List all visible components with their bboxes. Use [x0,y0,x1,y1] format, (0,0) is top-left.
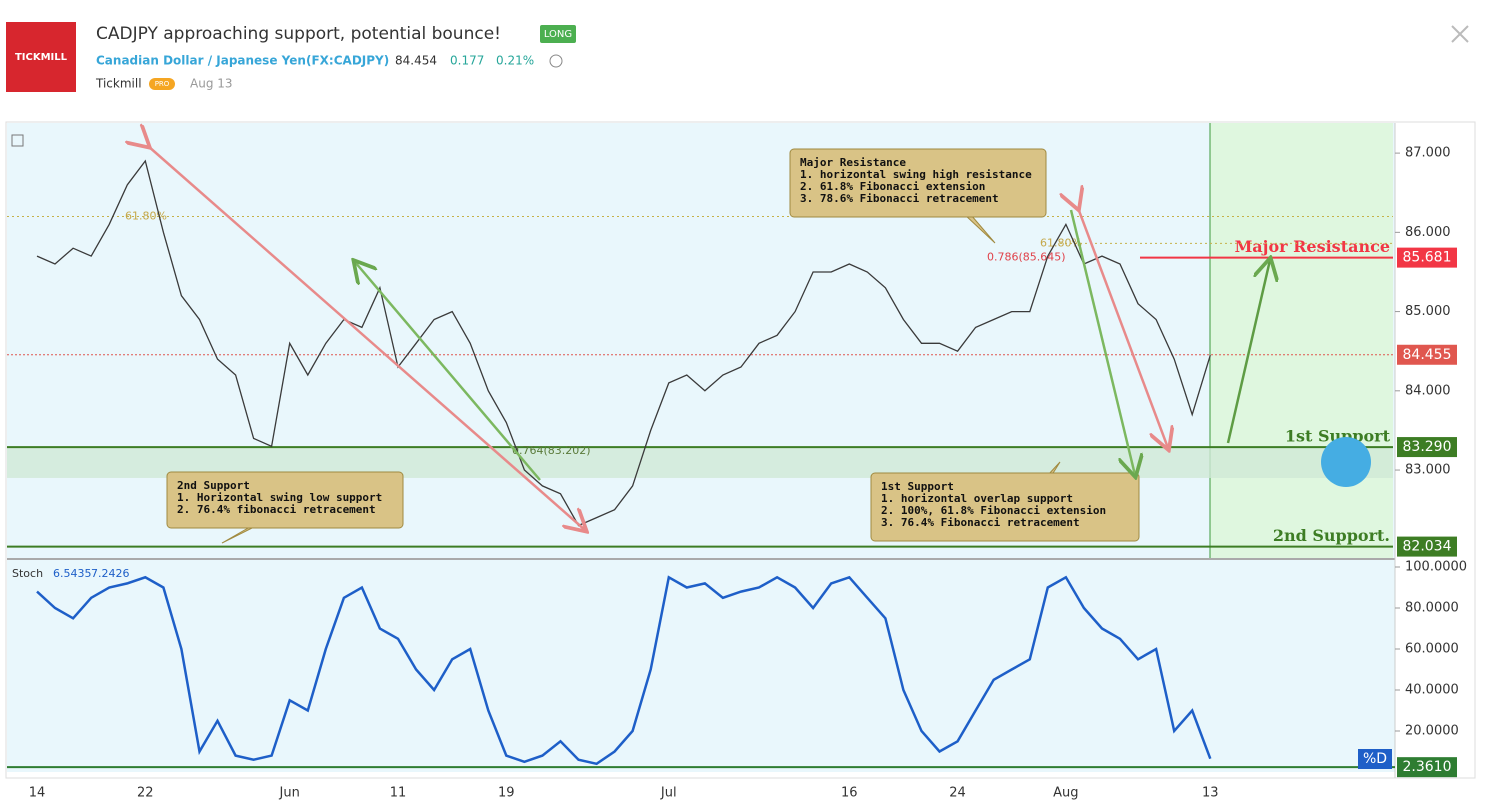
change-pct: 0.21% [496,54,534,68]
logo-text: TICKMILL [15,52,68,63]
price-badge [1397,344,1457,365]
callout-line: 3. 78.6% Fibonacci retracement [800,192,999,205]
callout-line: 2. 100%, 61.8% Fibonacci extension [881,504,1106,517]
callout [789,148,1047,218]
x-tick-label: 14 [29,786,46,801]
y-tick-label: 86.000 [1405,225,1451,240]
x-tick-label: 19 [498,786,515,801]
price-badge [1397,247,1457,268]
callout-line: 2. 61.8% Fibonacci extension [800,180,985,193]
x-tick-label: 13 [1202,786,1219,801]
price-badge-label: 2.3610 [1403,759,1452,775]
level-name: 1st Support [1285,427,1391,446]
price-badge-label: 83.290 [1403,439,1452,455]
logo [6,22,76,92]
level-name: 2nd Support. [1273,526,1390,545]
y-tick-label: 85.000 [1405,304,1451,319]
x-tick-label: Aug [1053,786,1078,801]
y-tick-label: 100.0000 [1405,560,1467,575]
arrow [148,146,585,530]
x-tick-label: 16 [841,786,858,801]
callout-line: 1. horizontal overlap support [881,492,1073,505]
series-line [36,575,1212,766]
callout-line: Major Resistance [800,156,906,169]
x-tick-label: 22 [137,786,154,801]
author[interactable]: Tickmill [95,77,142,91]
price-badge-label: 82.034 [1403,539,1452,555]
price-badge [1397,536,1457,557]
target-zone [1210,123,1393,558]
fib-label: 61.80% [1040,236,1082,249]
price-badge [1397,437,1457,458]
stoch-bg [7,560,1395,772]
change: 0.177 [450,54,484,68]
close[interactable] [1451,25,1469,43]
badge-bg [1358,749,1392,769]
arrow [1069,209,1135,475]
stoch-value: 6.5435 [53,567,92,580]
price-badge [1397,757,1457,778]
alert-icon[interactable] [549,54,563,68]
x-tick-label: 24 [949,786,966,801]
title: CADJPY approaching support, potential bo… [96,24,501,44]
arrows [148,146,1270,530]
y-tick-label: 40.0000 [1405,683,1459,698]
callout-line: 3. 76.4% Fibonacci retracement [881,516,1080,529]
cursor-dot [1321,437,1371,487]
y-tick-label: 80.0000 [1405,601,1459,616]
stoch-title: Stoch [12,567,43,580]
level-name: Major Resistance [1235,237,1390,256]
badge-name: %D [1363,751,1387,767]
pair[interactable]: Canadian Dollar / Japanese Yen [96,54,306,68]
price-badge-label: 84.455 [1403,347,1452,363]
badge-bg [540,25,576,43]
date: Aug 13 [190,77,233,91]
price: 84.454 [395,54,437,68]
y-tick-label: 20.0000 [1405,724,1459,739]
fib-label: 0.786(85.645) [987,250,1066,263]
x-tick-label: 11 [390,786,407,801]
callout-line: 2. 76.4% fibonacci retracement [177,503,376,516]
arrow [355,262,541,481]
callout-line: 1st Support [881,480,954,493]
price-badge-label: 85.681 [1403,250,1452,266]
badge: LONG [544,29,572,40]
callout-line: 1. horizontal swing high resistance [800,168,1032,181]
symbol[interactable]: (FX:CADJPY) [306,54,389,68]
y-tick-label: 87.000 [1405,146,1451,161]
x-tick-label: Jun [279,786,300,801]
x-tick-label: Jul [660,786,677,801]
stoch-value: 7.2426 [91,567,130,580]
y-tick-label: 84.000 [1405,383,1451,398]
fib-label: 0.764(83.202) [512,444,591,457]
arrow [1078,208,1168,448]
pro-bg [149,78,175,90]
callout [870,472,1140,542]
y-tick-label: 60.0000 [1405,642,1459,657]
arrow [1226,260,1270,444]
collapse[interactable] [11,134,24,147]
y-tick-label: 83.000 [1405,463,1451,478]
pro: PRO [155,80,170,88]
